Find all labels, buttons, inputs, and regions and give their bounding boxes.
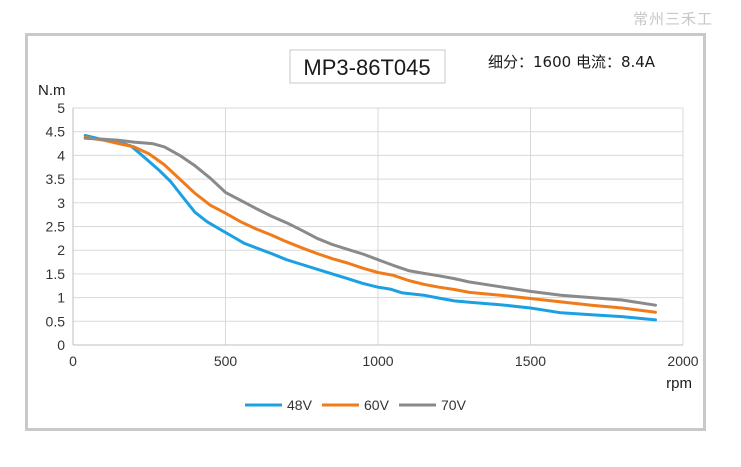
title-box	[289, 49, 446, 84]
y-tick-label: 0	[57, 337, 65, 353]
x-tick-label: 0	[69, 353, 77, 369]
series-line-48V	[83, 134, 657, 322]
y-axis-label: N.m	[38, 82, 66, 99]
axes	[72, 108, 683, 346]
y-tick-label: 5	[57, 100, 65, 116]
x-axis-label: rpm	[666, 375, 692, 392]
legend: 48V 60V 70V	[245, 397, 467, 413]
x-tick-label: 1500	[515, 353, 546, 369]
y-tick-label: 0.5	[46, 313, 66, 329]
gridlines	[73, 107, 684, 345]
legend-label-48V: 48V	[287, 397, 313, 413]
y-tick-label: 4	[57, 147, 65, 163]
series-line-70V	[83, 136, 657, 307]
y-tick-label: 2.5	[46, 219, 66, 235]
chart-frame	[25, 33, 706, 431]
watermark-text: 常州三禾工	[633, 10, 714, 28]
chart-title: MP3-86T045	[303, 55, 430, 80]
x-tick-label: 2000	[667, 353, 698, 369]
y-tick-label: 3	[57, 195, 65, 211]
y-tick-label: 1	[57, 290, 65, 306]
legend-label-60V: 60V	[364, 397, 390, 413]
y-tick-label: 2	[57, 242, 65, 258]
y-tick-labels: 0 0.5 1 1.5 2 2.5 3 3.5 4 4.5 5	[46, 100, 66, 353]
y-tick-label: 1.5	[46, 266, 66, 282]
legend-label-70V: 70V	[441, 397, 467, 413]
y-tick-label: 4.5	[46, 124, 66, 140]
chart-subtitle: 细分：1600 电流：8.4A	[488, 53, 656, 71]
y-tick-label: 3.5	[46, 171, 66, 187]
series-line-60V	[83, 135, 657, 314]
x-tick-label: 1000	[362, 353, 393, 369]
x-tick-labels: 0 500 1000 1500 2000	[69, 353, 699, 369]
x-tick-label: 500	[214, 353, 238, 369]
series-lines	[83, 134, 657, 322]
